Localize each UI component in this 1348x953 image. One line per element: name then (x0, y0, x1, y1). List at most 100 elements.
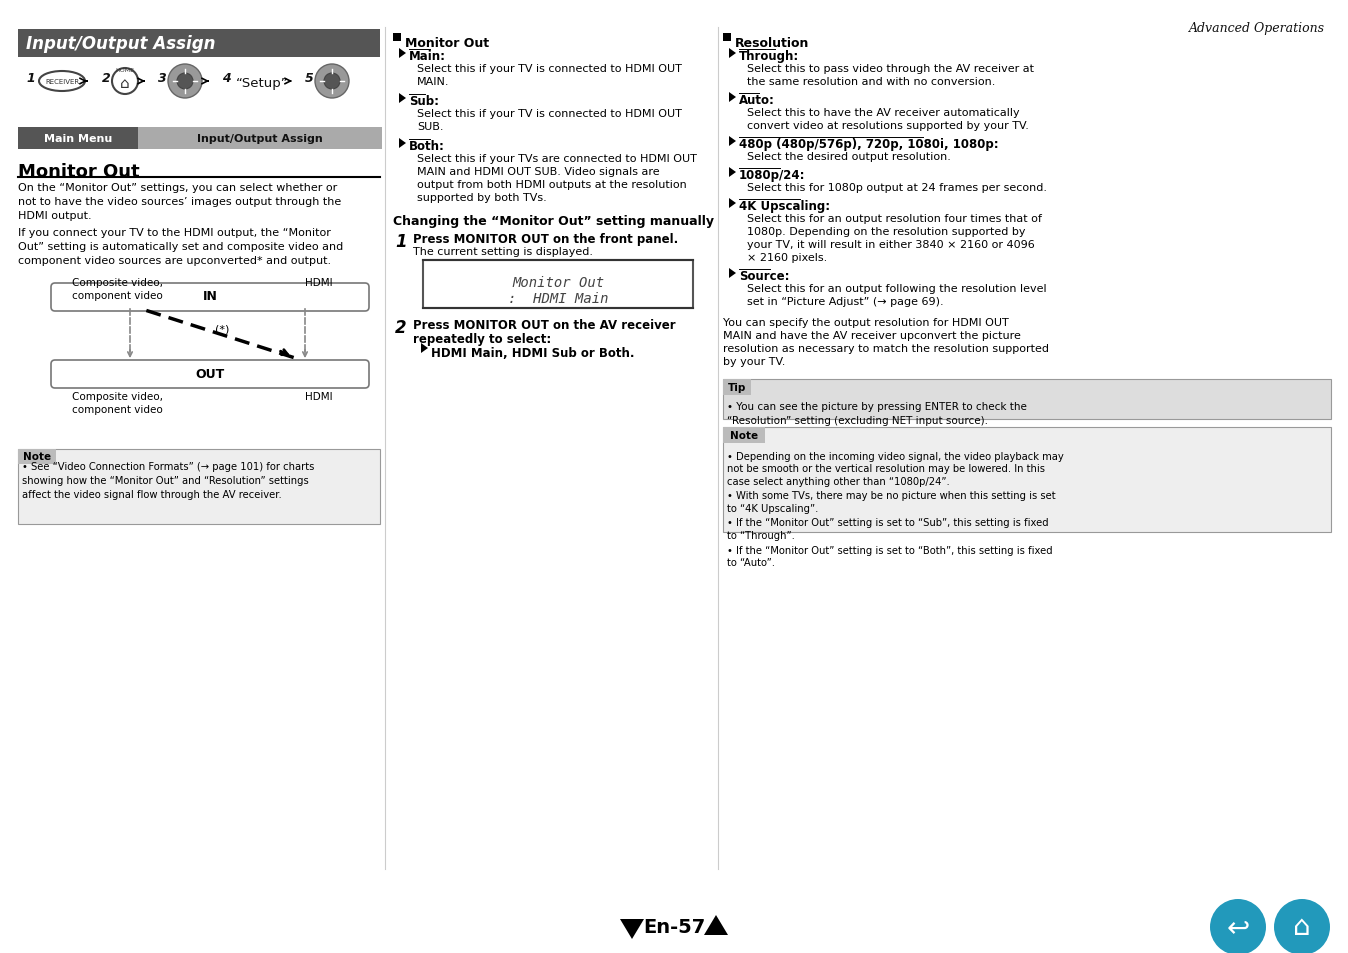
Text: 1: 1 (26, 71, 35, 85)
FancyBboxPatch shape (18, 450, 380, 524)
FancyBboxPatch shape (723, 379, 1330, 419)
Text: 480p (480p/576p), 720p, 1080i, 1080p:: 480p (480p/576p), 720p, 1080i, 1080p: (739, 138, 999, 151)
Text: Note: Note (729, 431, 758, 440)
Text: Source:: Source: (739, 270, 790, 283)
FancyBboxPatch shape (18, 450, 57, 464)
Circle shape (1274, 899, 1330, 953)
Polygon shape (729, 92, 736, 103)
Text: The current setting is displayed.: The current setting is displayed. (412, 247, 593, 256)
Text: Press MONITOR OUT on the front panel.: Press MONITOR OUT on the front panel. (412, 233, 678, 246)
Text: • See “Video Connection Formats” (→ page 101) for charts
showing how the “Monito: • See “Video Connection Formats” (→ page… (22, 461, 314, 499)
Text: Composite video,
component video: Composite video, component video (71, 392, 163, 415)
Text: SUB.: SUB. (417, 122, 443, 132)
Text: Select this for an output resolution four times that of: Select this for an output resolution fou… (747, 213, 1042, 224)
Text: MAIN and HDMI OUT SUB. Video signals are: MAIN and HDMI OUT SUB. Video signals are (417, 167, 659, 177)
Text: your TV, it will result in either 3840 × 2160 or 4096: your TV, it will result in either 3840 ×… (747, 240, 1035, 250)
Text: output from both HDMI outputs at the resolution: output from both HDMI outputs at the res… (417, 180, 686, 190)
Text: case select anything other than “1080p/24”.: case select anything other than “1080p/2… (727, 476, 950, 486)
Text: 4K Upscaling:: 4K Upscaling: (739, 200, 830, 213)
Text: resolution as necessary to match the resolution supported: resolution as necessary to match the res… (723, 344, 1049, 354)
Text: Select this for an output following the resolution level: Select this for an output following the … (747, 284, 1046, 294)
FancyBboxPatch shape (51, 360, 369, 389)
Text: MAIN and have the AV receiver upconvert the picture: MAIN and have the AV receiver upconvert … (723, 331, 1020, 340)
Text: Select this for 1080p output at 24 frames per second.: Select this for 1080p output at 24 frame… (747, 183, 1047, 193)
Circle shape (177, 74, 193, 90)
Text: Resolution: Resolution (735, 37, 809, 50)
Text: 1080p/24:: 1080p/24: (739, 169, 806, 182)
Text: Input/Output Assign: Input/Output Assign (26, 35, 216, 53)
Text: • If the “Monitor Out” setting is set to “Sub”, this setting is fixed: • If the “Monitor Out” setting is set to… (727, 518, 1049, 528)
Text: OUT: OUT (195, 367, 225, 380)
Text: RECEIVER: RECEIVER (44, 79, 80, 85)
Text: to “Through”.: to “Through”. (727, 531, 795, 540)
Text: Through:: Through: (739, 50, 799, 63)
Circle shape (168, 65, 202, 99)
Text: Monitor Out: Monitor Out (18, 163, 140, 181)
FancyBboxPatch shape (723, 428, 1330, 533)
Text: 3: 3 (158, 71, 167, 85)
Text: (*): (*) (214, 325, 229, 335)
Text: to “4K Upscaling”.: to “4K Upscaling”. (727, 503, 818, 514)
Text: 2: 2 (102, 71, 111, 85)
Text: ⌂: ⌂ (1293, 912, 1310, 940)
Polygon shape (729, 199, 736, 209)
Polygon shape (399, 94, 406, 104)
Text: Monitor Out: Monitor Out (512, 275, 604, 290)
Text: convert video at resolutions supported by your TV.: convert video at resolutions supported b… (747, 121, 1029, 131)
FancyBboxPatch shape (18, 128, 137, 150)
Text: Tip: Tip (728, 382, 747, 393)
Text: • With some TVs, there may be no picture when this setting is set: • With some TVs, there may be no picture… (727, 491, 1055, 501)
Text: Advanced Operations: Advanced Operations (1189, 22, 1325, 35)
Text: • Depending on the incoming video signal, the video playback may: • Depending on the incoming video signal… (727, 452, 1064, 461)
Text: ⌂: ⌂ (120, 75, 129, 91)
Text: 2: 2 (395, 318, 407, 336)
Text: • You can see the picture by pressing ENTER to check the: • You can see the picture by pressing EN… (727, 401, 1027, 412)
Text: MAIN.: MAIN. (417, 77, 449, 87)
Text: 4: 4 (222, 71, 231, 85)
Text: Auto:: Auto: (739, 94, 775, 107)
Text: 1: 1 (395, 233, 407, 251)
Polygon shape (729, 269, 736, 278)
Polygon shape (620, 919, 644, 939)
Text: Monitor Out: Monitor Out (404, 37, 489, 50)
FancyBboxPatch shape (18, 30, 380, 58)
Text: HDMI: HDMI (305, 277, 333, 288)
Text: HOME: HOME (116, 68, 135, 73)
FancyBboxPatch shape (423, 261, 693, 309)
Text: Composite video,
component video: Composite video, component video (71, 277, 163, 301)
Text: Sub:: Sub: (408, 95, 439, 108)
FancyBboxPatch shape (723, 428, 766, 443)
Polygon shape (399, 139, 406, 149)
Text: 1080p. Depending on the resolution supported by: 1080p. Depending on the resolution suppo… (747, 227, 1026, 236)
FancyBboxPatch shape (723, 34, 731, 42)
Circle shape (1211, 899, 1266, 953)
Polygon shape (137, 128, 150, 150)
Text: set in “Picture Adjust” (→ page 69).: set in “Picture Adjust” (→ page 69). (747, 296, 944, 307)
Text: If you connect your TV to the HDMI output, the “Monitor
Out” setting is automati: If you connect your TV to the HDMI outpu… (18, 228, 344, 266)
Text: 5: 5 (305, 71, 314, 85)
Text: Note: Note (23, 452, 51, 462)
Text: not be smooth or the vertical resolution may be lowered. In this: not be smooth or the vertical resolution… (727, 464, 1045, 474)
Polygon shape (729, 49, 736, 59)
Text: Select the desired output resolution.: Select the desired output resolution. (747, 152, 950, 162)
Text: HDMI Main, HDMI Sub or Both.: HDMI Main, HDMI Sub or Both. (431, 347, 635, 359)
Text: Select this to pass video through the AV receiver at: Select this to pass video through the AV… (747, 64, 1034, 74)
Text: On the “Monitor Out” settings, you can select whether or
not to have the video s: On the “Monitor Out” settings, you can s… (18, 183, 341, 221)
Text: to “Auto”.: to “Auto”. (727, 558, 775, 567)
Text: by your TV.: by your TV. (723, 356, 786, 367)
Text: Main:: Main: (408, 50, 446, 63)
Circle shape (324, 74, 340, 90)
Text: IN: IN (202, 291, 217, 303)
Text: repeatedly to select:: repeatedly to select: (412, 333, 551, 346)
Polygon shape (729, 168, 736, 178)
Text: the same resolution and with no conversion.: the same resolution and with no conversi… (747, 77, 995, 87)
Polygon shape (704, 915, 728, 935)
Text: “Resolution” setting (excluding NET input source).: “Resolution” setting (excluding NET inpu… (727, 416, 988, 426)
Text: Input/Output Assign: Input/Output Assign (197, 133, 324, 144)
Text: :  HDMI Main: : HDMI Main (508, 292, 608, 306)
Text: Main Menu: Main Menu (44, 133, 112, 144)
Text: ↩: ↩ (1227, 913, 1250, 941)
Text: • If the “Monitor Out” setting is set to “Both”, this setting is fixed: • If the “Monitor Out” setting is set to… (727, 545, 1053, 555)
Polygon shape (399, 49, 406, 59)
Text: En-57: En-57 (643, 918, 705, 937)
